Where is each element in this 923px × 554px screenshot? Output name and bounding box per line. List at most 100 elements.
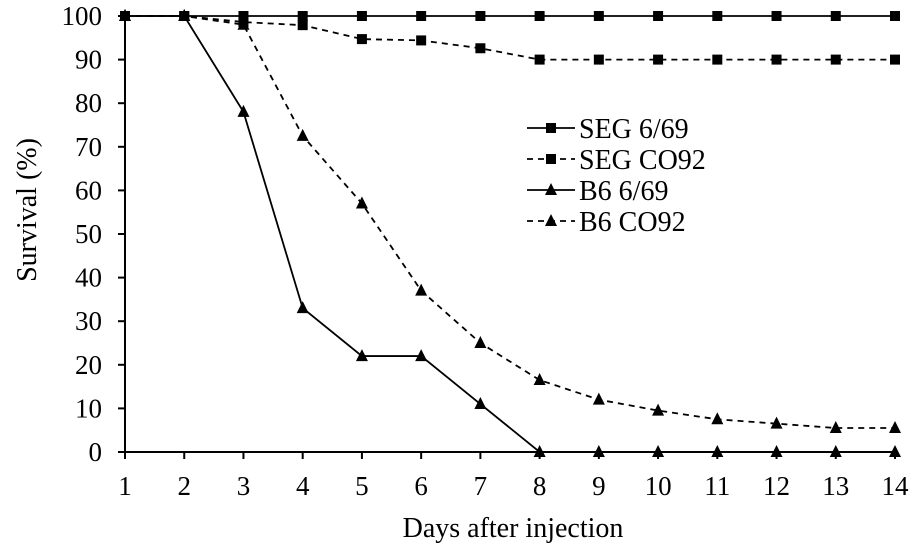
legend-label: B6 6/69 (579, 176, 668, 207)
data-point (593, 11, 604, 21)
data-point (296, 128, 309, 141)
legend-swatch-marker (546, 154, 556, 164)
data-point (711, 445, 724, 457)
data-point (415, 283, 428, 296)
y-tick-label: 80 (75, 88, 102, 118)
x-tick-label: 14 (882, 471, 910, 501)
data-point (592, 392, 605, 405)
series-seg-co92 (120, 11, 900, 65)
y-tick-label: 20 (75, 350, 102, 380)
legend-item: SEG 6/69 (527, 114, 689, 145)
data-point (416, 11, 427, 21)
x-tick-label: 5 (355, 471, 369, 501)
data-point (593, 54, 604, 65)
data-point (652, 445, 665, 457)
data-point (297, 11, 308, 21)
y-tick-label: 50 (75, 219, 102, 249)
data-point (829, 421, 842, 434)
data-point (533, 445, 546, 457)
x-tick-label: 1 (118, 471, 132, 501)
data-point (830, 54, 841, 65)
data-point (475, 11, 486, 21)
x-tick-label: 9 (592, 471, 606, 501)
data-point (415, 349, 428, 362)
y-axis-title: Survival (%) (12, 138, 43, 282)
legend-label: B6 CO92 (579, 207, 686, 238)
series-b6-6-69 (119, 9, 901, 457)
series-layer (119, 9, 901, 457)
x-tick-label: 11 (704, 471, 730, 501)
data-point (474, 397, 487, 410)
y-tick-label: 100 (62, 1, 103, 31)
x-tick-label: 6 (414, 471, 428, 501)
x-tick-label: 10 (645, 471, 672, 501)
series-seg-6-69 (120, 11, 900, 21)
data-point (296, 301, 309, 314)
data-point (534, 54, 545, 65)
data-point (890, 54, 900, 65)
data-point (770, 416, 783, 429)
x-tick-label: 3 (237, 471, 251, 501)
data-point (533, 373, 546, 386)
data-point (534, 11, 545, 21)
legend-item: B6 CO92 (527, 207, 686, 238)
x-tick-label: 2 (177, 471, 191, 501)
data-point (653, 11, 664, 21)
data-point (356, 11, 367, 21)
data-point (829, 445, 842, 457)
data-point (889, 445, 901, 457)
data-point (711, 412, 724, 425)
x-tick-label: 7 (474, 471, 488, 501)
series-line (125, 15, 895, 429)
data-point (592, 445, 605, 457)
data-point (771, 11, 782, 21)
series-b6-co92 (119, 9, 901, 434)
y-tick-label: 10 (75, 393, 102, 423)
data-point (355, 196, 368, 209)
data-point (355, 349, 368, 362)
series-line (125, 15, 895, 61)
x-axis-title: Days after injection (403, 513, 624, 544)
legend-swatch-marker (546, 123, 556, 133)
data-point (297, 20, 308, 31)
legend-swatch-marker (545, 183, 557, 195)
data-point (830, 11, 841, 21)
data-point (889, 421, 901, 434)
data-point (178, 9, 191, 21)
data-point (416, 35, 427, 46)
data-point (653, 54, 664, 65)
data-point (652, 403, 665, 416)
data-point (237, 104, 250, 117)
data-point (770, 445, 783, 457)
data-point (890, 11, 900, 21)
legend-swatch-marker (545, 214, 557, 226)
data-point (712, 11, 723, 21)
data-point (712, 54, 723, 65)
x-tick-label: 12 (763, 471, 790, 501)
data-point (237, 17, 250, 30)
data-point (238, 11, 249, 21)
series-line (125, 15, 895, 453)
data-point (474, 336, 487, 348)
y-tick-label: 0 (89, 437, 103, 467)
y-tick-label: 70 (75, 132, 102, 162)
y-tick-label: 30 (75, 306, 102, 336)
data-point (475, 43, 486, 54)
data-point (119, 9, 131, 21)
y-tick-label: 90 (75, 45, 102, 75)
legend-label: SEG 6/69 (579, 114, 689, 145)
legend-item: SEG CO92 (527, 145, 706, 176)
y-tick-label: 40 (75, 263, 102, 293)
legend-item: B6 6/69 (527, 176, 668, 207)
x-tick-label: 8 (533, 471, 547, 501)
x-tick-label: 13 (822, 471, 849, 501)
legend-label: SEG CO92 (579, 145, 706, 176)
data-point (771, 54, 782, 65)
y-tick-label: 60 (75, 175, 102, 205)
x-tick-label: 4 (296, 471, 310, 501)
data-point (356, 34, 367, 45)
